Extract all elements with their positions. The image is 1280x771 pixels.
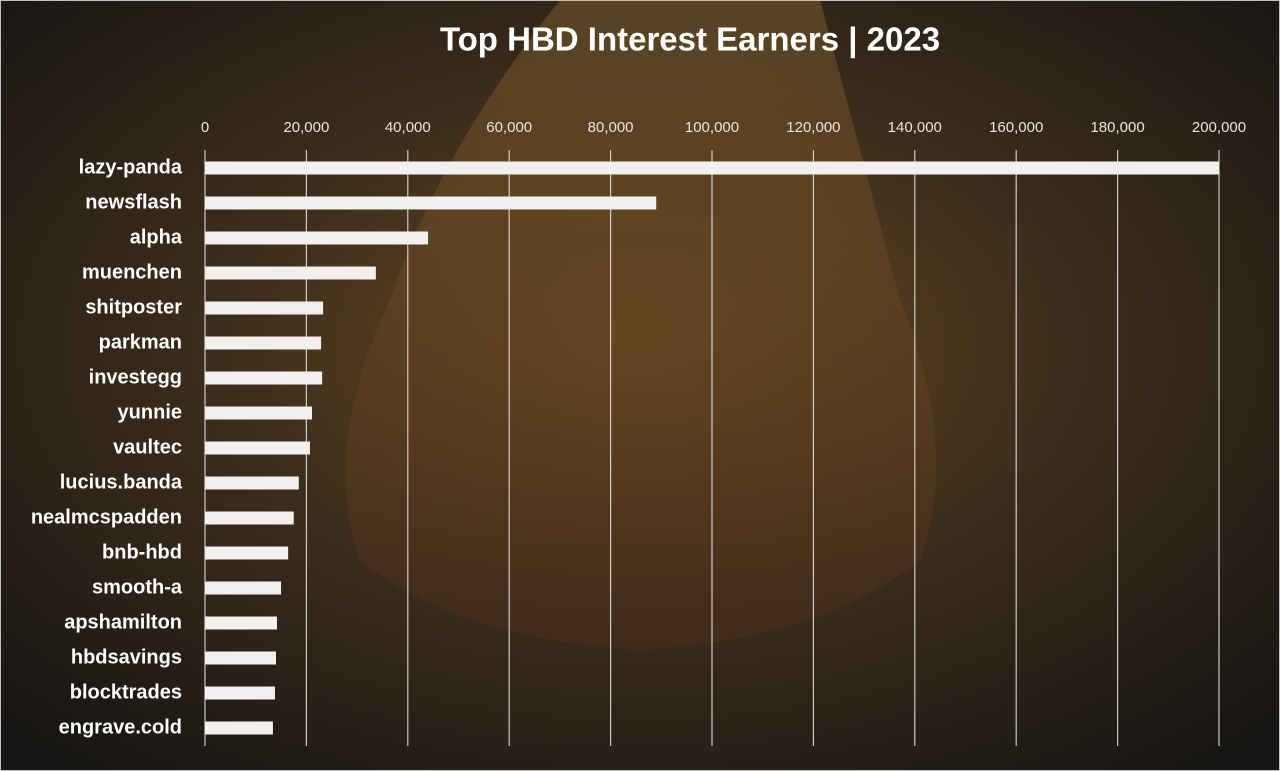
y-tick-label: vaultec <box>113 436 182 458</box>
chart-title: Top HBD Interest Earners | 2023 <box>440 21 940 58</box>
y-tick-label: blocktrades <box>70 681 182 703</box>
bar <box>205 266 376 280</box>
x-tick-label: 60,000 <box>486 119 532 136</box>
bar <box>205 686 275 700</box>
bar <box>205 231 429 245</box>
x-tick-label: 0 <box>201 119 209 136</box>
x-tick-label: 180,000 <box>1090 119 1144 136</box>
x-tick-label: 100,000 <box>685 119 739 136</box>
y-tick-label: alpha <box>130 226 183 248</box>
y-tick-label: nealmcspadden <box>31 506 182 528</box>
bar <box>205 161 1219 175</box>
bar <box>205 476 299 490</box>
y-tick-label: engrave.cold <box>59 716 182 738</box>
bar <box>205 721 273 735</box>
x-tick-label: 80,000 <box>588 119 634 136</box>
x-tick-label: 40,000 <box>385 119 431 136</box>
bar <box>205 511 294 525</box>
y-tick-label: yunnie <box>118 401 182 423</box>
x-tick-label: 200,000 <box>1192 119 1246 136</box>
bar <box>205 651 276 665</box>
y-tick-label: hbdsavings <box>71 646 182 668</box>
y-tick-label: parkman <box>99 331 182 353</box>
bar <box>205 441 310 455</box>
bar <box>205 301 324 315</box>
y-tick-label: newsflash <box>85 191 182 213</box>
x-tick-label: 20,000 <box>283 119 329 136</box>
y-tick-label: apshamilton <box>64 611 182 633</box>
y-tick-label: investegg <box>89 366 182 388</box>
y-tick-label: bnb-hbd <box>102 541 182 563</box>
x-tick-label: 140,000 <box>888 119 942 136</box>
y-tick-label: shitposter <box>85 296 182 318</box>
bar <box>205 581 282 595</box>
bar <box>205 336 322 350</box>
x-tick-label: 120,000 <box>786 119 840 136</box>
bar <box>205 616 277 630</box>
y-tick-label: lucius.banda <box>60 471 183 493</box>
y-tick-label: muenchen <box>82 261 182 283</box>
x-tick-label: 160,000 <box>989 119 1043 136</box>
bar <box>205 546 289 560</box>
bar <box>205 371 323 385</box>
y-tick-label: smooth-a <box>92 576 183 598</box>
bar <box>205 196 657 210</box>
bar <box>205 406 312 420</box>
y-tick-label: lazy-panda <box>79 156 183 178</box>
